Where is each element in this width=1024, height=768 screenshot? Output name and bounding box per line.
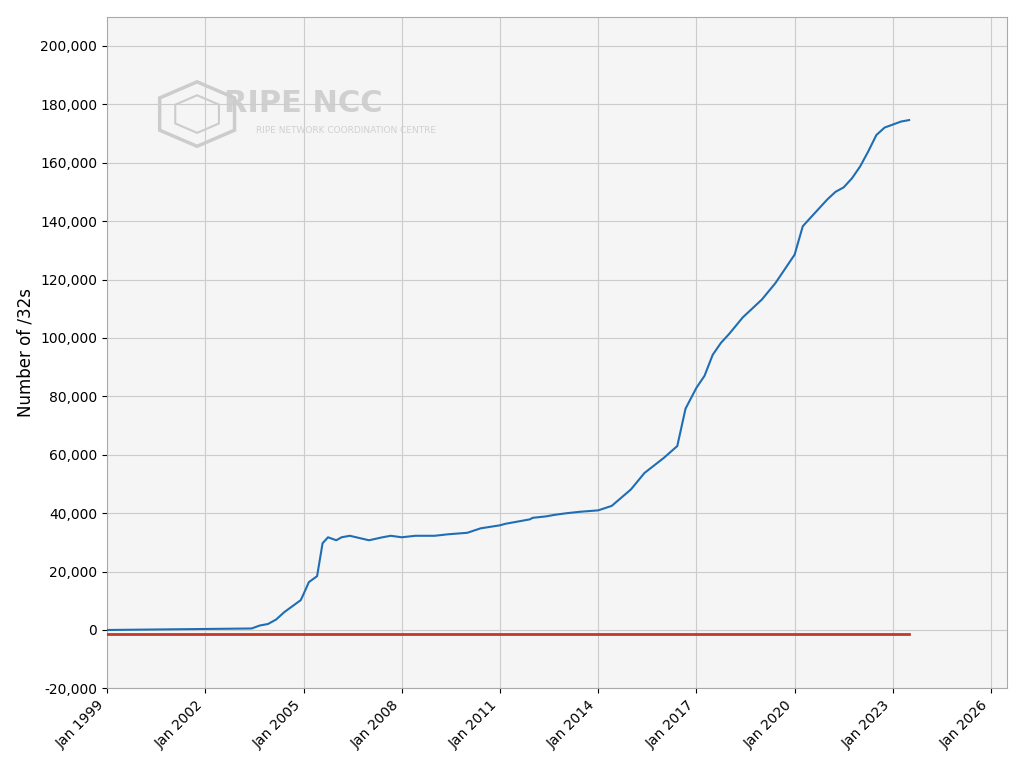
Y-axis label: Number of /32s: Number of /32s <box>16 288 35 417</box>
Text: RIPE NCC: RIPE NCC <box>224 90 383 118</box>
Text: RIPE NETWORK COORDINATION CENTRE: RIPE NETWORK COORDINATION CENTRE <box>256 127 435 135</box>
